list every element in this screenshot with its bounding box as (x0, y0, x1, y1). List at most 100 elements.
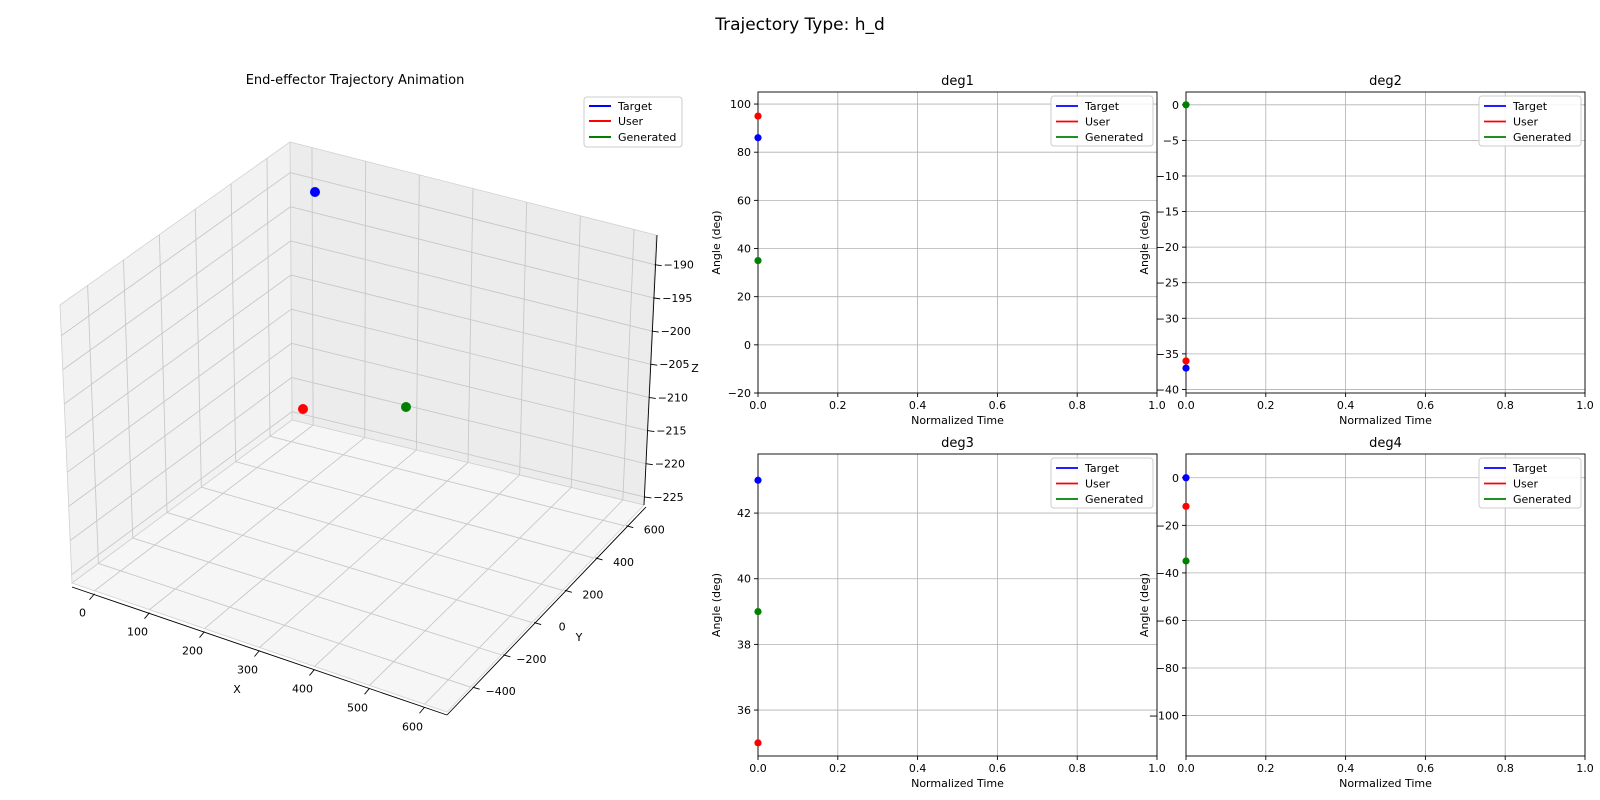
z-tick-label: −195 (662, 292, 692, 305)
deg4-y-axis-label: Angle (deg) (1138, 573, 1151, 637)
deg3-point-user (754, 739, 762, 747)
deg2-y-tick-label: −25 (1156, 277, 1179, 290)
y-axis-line (446, 506, 647, 716)
deg2-legend-label-generated: Generated (1513, 131, 1571, 144)
figure-title: Trajectory Type: h_d (714, 15, 885, 35)
deg2-y-tick-label: −15 (1156, 206, 1179, 219)
deg3-legend-label-user: User (1085, 478, 1111, 491)
deg1-y-tick-label: −20 (728, 387, 751, 400)
z-gridline-wall (64, 240, 291, 405)
y-tick-mark (564, 589, 572, 593)
y-gridline-wall (194, 209, 202, 488)
y-tick-mark (595, 557, 603, 561)
x-gridline-floor (149, 437, 366, 611)
deg4-legend-label-user: User (1513, 478, 1539, 491)
x-tick-mark (199, 631, 205, 638)
deg3-y-tick-label: 40 (737, 573, 751, 586)
deg4-point-generated (1182, 557, 1190, 565)
deg3-y-axis-label: Angle (deg) (710, 573, 723, 637)
legend-label-generated: Generated (618, 131, 676, 144)
deg1-title: deg1 (941, 74, 974, 89)
z-gridline-wall (71, 411, 293, 576)
deg1-x-tick-label: 0.4 (909, 399, 927, 412)
z-gridline-wall (291, 377, 646, 465)
deg1-point-generated (754, 256, 762, 265)
deg1-panel: deg1 0.0 0.2 0.4 0.6 0.8 1.0 −20 0 20 40 60 80 100 Nor… (710, 74, 1166, 427)
legend-label-user: User (618, 115, 644, 128)
deg2-y-tick-label: 0 (1172, 99, 1179, 112)
z-tick-mark (648, 396, 656, 399)
deg3-y-tick-label: 36 (737, 704, 751, 717)
pane-gridlines (61, 147, 655, 705)
z-tick-label: −200 (661, 325, 691, 338)
y-gridline-floor (132, 537, 502, 656)
deg3-legend-label-target: Target (1084, 462, 1120, 475)
x-axis-label: X (233, 683, 241, 696)
deg4-y-tick-label: −80 (1156, 662, 1179, 675)
deg4-x-axis-label: Normalized Time (1339, 777, 1432, 790)
deg2-point-user (1182, 357, 1190, 365)
deg2-x-tick-label: 0.6 (1417, 399, 1435, 412)
deg3-x-tick-label: 0.6 (989, 762, 1007, 775)
trajectory-3d-title: End-effector Trajectory Animation (246, 73, 465, 88)
y-tick-label: −400 (486, 685, 516, 698)
deg2-y-tick-label: −10 (1156, 170, 1179, 183)
x-tick-mark (419, 706, 425, 714)
z-gridline-wall (69, 377, 292, 541)
deg1-legend-label-target: Target (1084, 100, 1120, 113)
y-gridline-floor (98, 563, 471, 688)
z-gridline-wall (290, 172, 655, 266)
y-gridline-floor (201, 486, 563, 591)
deg1-x-tick-label: 0.0 (749, 399, 767, 412)
deg2-point-generated (1182, 101, 1190, 109)
deg1-legend-frame (1050, 95, 1154, 147)
deg4-legend-label-generated: Generated (1513, 493, 1571, 506)
deg4-y-tick-label: −40 (1156, 567, 1179, 580)
deg2-y-tick-label: −30 (1156, 312, 1179, 325)
z-tick-mark (645, 463, 653, 466)
x-gridline-floor (314, 474, 520, 667)
deg3-x-tick-label: 1.0 (1148, 762, 1166, 775)
x-gridline-floor (424, 499, 624, 705)
y-tick-label: 400 (613, 556, 634, 569)
deg4-x-tick-label: 0.4 (1337, 762, 1355, 775)
deg3-legend-frame (1050, 457, 1154, 509)
deg1-legend-label-generated: Generated (1085, 131, 1143, 144)
deg2-plot-frame (1185, 91, 1586, 394)
z-tick-label: −225 (653, 491, 683, 504)
deg1-x-tick-label: 0.6 (989, 399, 1007, 412)
x-gridline-wall (519, 202, 528, 475)
deg4-legend-label-target: Target (1512, 462, 1548, 475)
y-gridline-wall (230, 183, 237, 462)
x-gridline-floor (369, 487, 572, 686)
x-gridline-floor (259, 462, 469, 648)
deg4-title: deg4 (1369, 436, 1402, 451)
deg1-x-tick-label: 0.8 (1068, 399, 1086, 412)
deg1-y-tick-label: 40 (737, 243, 751, 256)
x-tick-mark (309, 669, 315, 676)
x-gridline-floor (94, 424, 314, 592)
x-tick-mark (254, 650, 260, 657)
deg4-x-tick-label: 0.8 (1496, 762, 1514, 775)
z-tick-mark (654, 264, 662, 267)
y-tick-label: 0 (559, 621, 566, 634)
x-gridline-wall (467, 188, 474, 463)
deg1-x-tick-label: 1.0 (1148, 399, 1166, 412)
y-gridline-wall (123, 259, 134, 539)
deg3-x-tick-label: 0.4 (909, 762, 927, 775)
z-axis-label: Z (691, 362, 699, 375)
z-tick-label: −220 (655, 458, 685, 471)
deg3-x-tick-label: 0.8 (1068, 762, 1086, 775)
z-gridline-wall (290, 240, 652, 332)
deg2-x-tick-label: 0.0 (1177, 399, 1195, 412)
deg1-legend-label-user: User (1085, 116, 1111, 129)
z-gridline-wall (65, 274, 292, 439)
deg3-point-target (754, 476, 762, 484)
deg3-panel: deg3 0.0 0.2 0.4 0.6 0.8 1.0 36 38 40 42 Normalized… (710, 436, 1166, 790)
z-tick-mark (644, 496, 652, 499)
deg2-y-tick-label: −20 (1156, 241, 1179, 254)
deg3-plot-frame (757, 453, 1158, 757)
deg3-title: deg3 (941, 436, 974, 451)
deg4-point-target (1182, 474, 1190, 482)
deg2-point-target (1182, 364, 1190, 372)
